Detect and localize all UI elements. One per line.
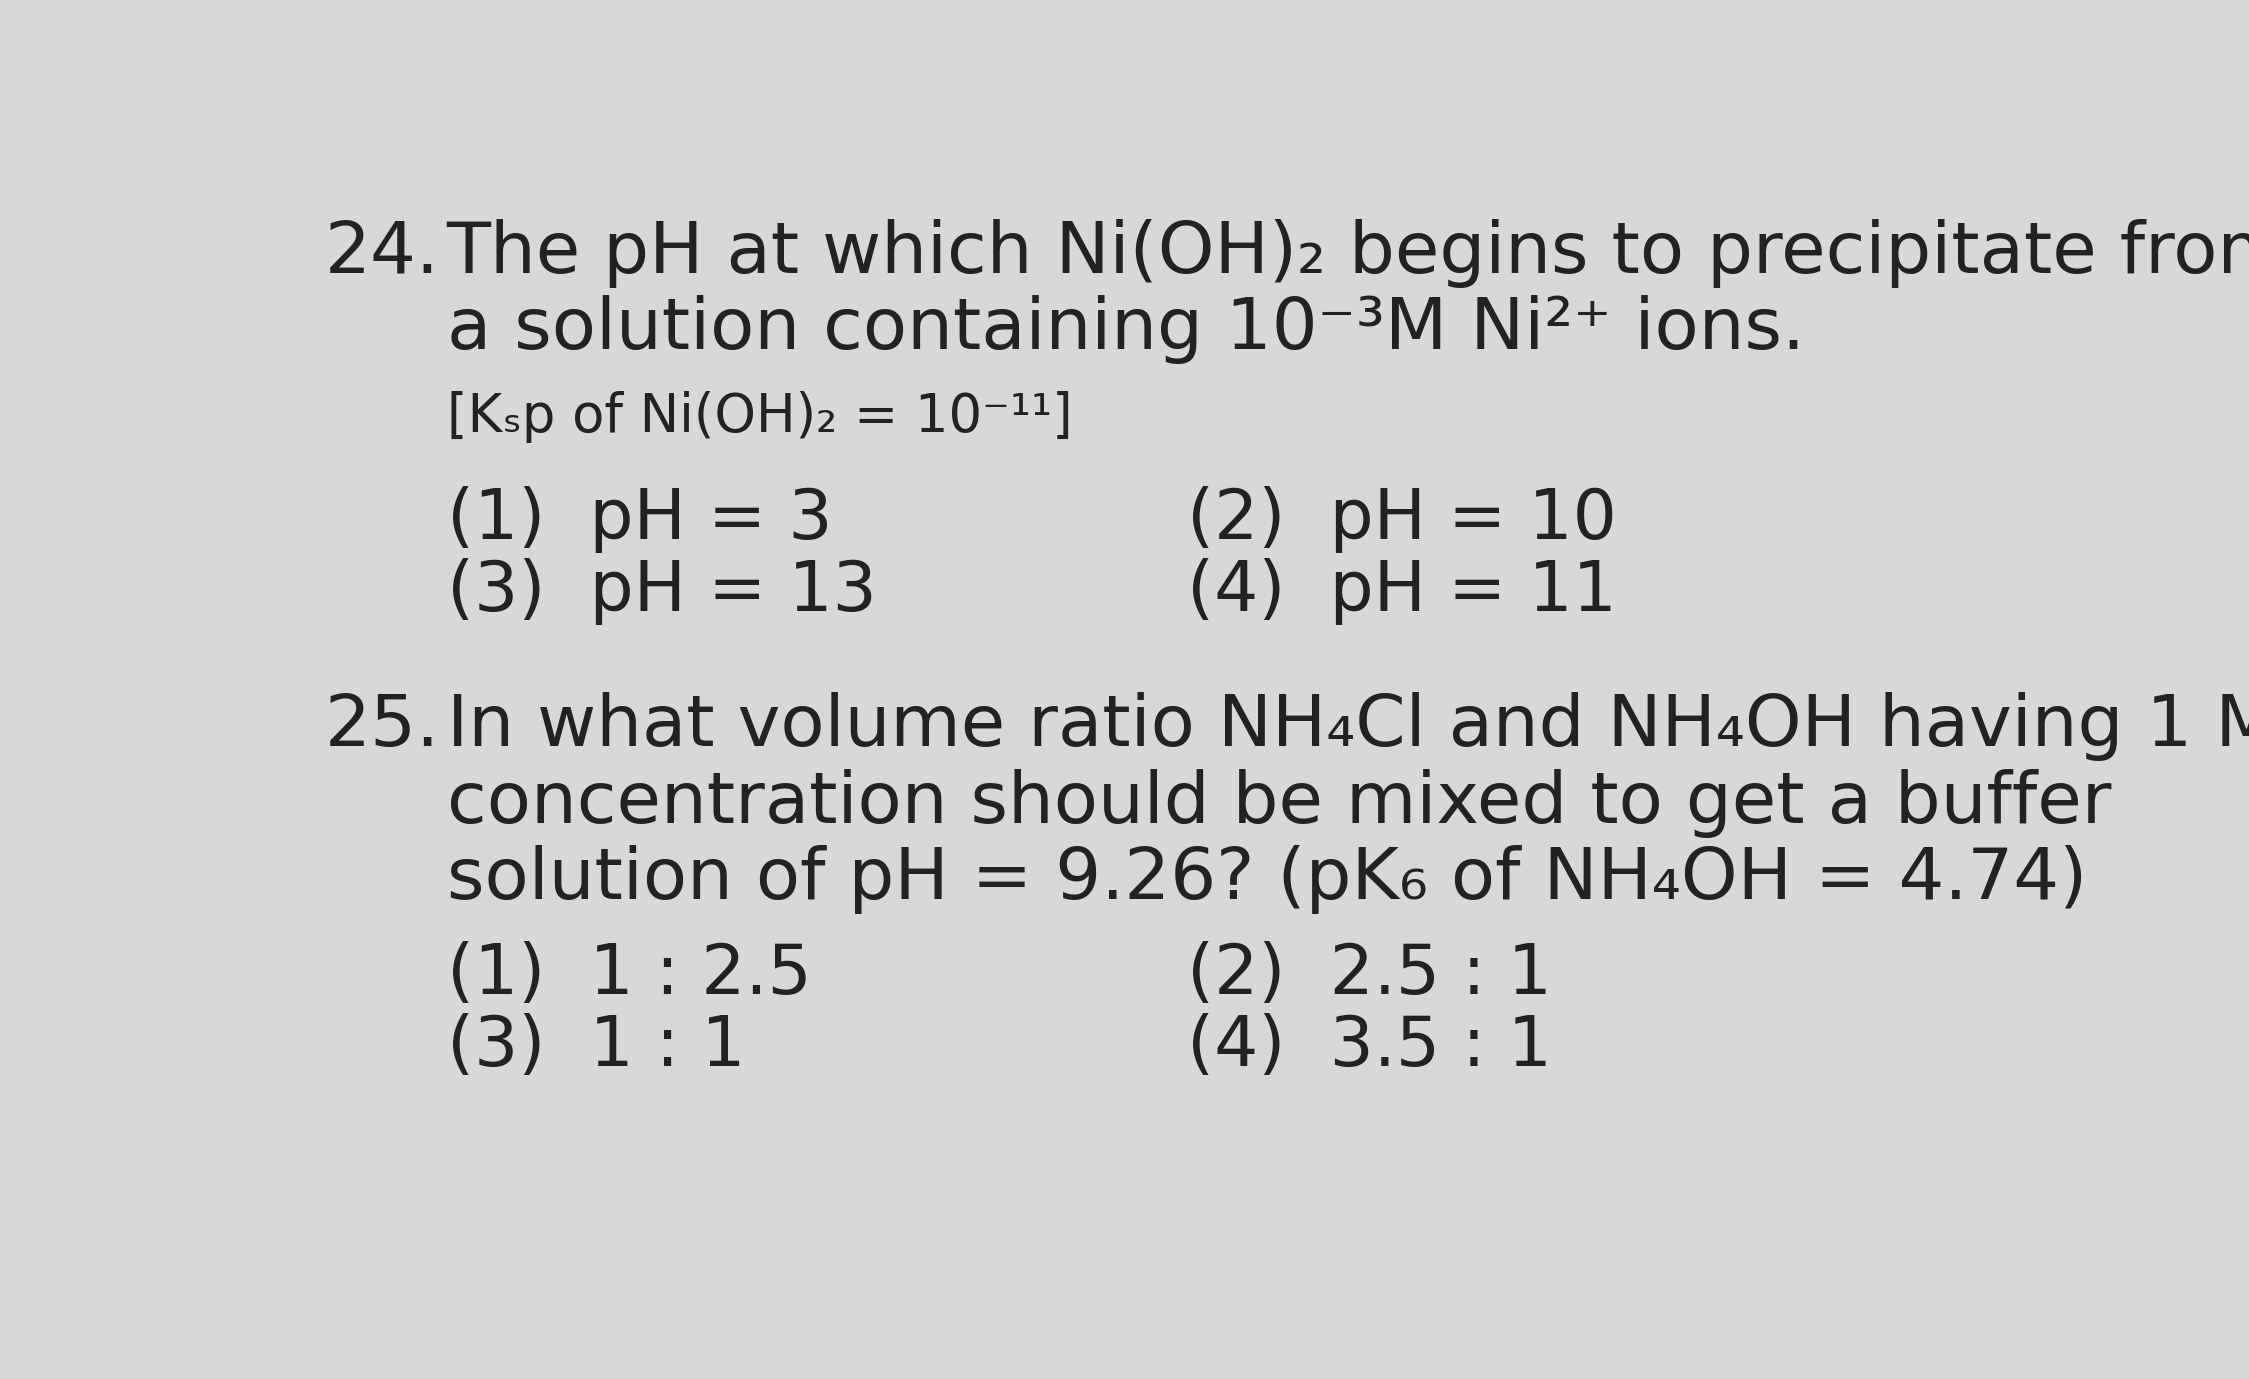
Text: solution of pH = 9.26? (pK₆ of NH₄OH = 4.74): solution of pH = 9.26? (pK₆ of NH₄OH = 4… bbox=[448, 845, 2087, 914]
Text: (1)  1 : 2.5: (1) 1 : 2.5 bbox=[448, 940, 812, 1008]
Text: a solution containing 10⁻³M Ni²⁺ ions.: a solution containing 10⁻³M Ni²⁺ ions. bbox=[448, 295, 1804, 364]
Text: (4)  3.5 : 1: (4) 3.5 : 1 bbox=[1187, 1012, 1552, 1080]
Text: (3)  1 : 1: (3) 1 : 1 bbox=[448, 1012, 744, 1080]
Text: concentration should be mixed to get a buffer: concentration should be mixed to get a b… bbox=[448, 768, 2112, 837]
Text: (4)  pH = 11: (4) pH = 11 bbox=[1187, 558, 1617, 625]
Text: 25.: 25. bbox=[324, 692, 441, 761]
Text: (3)  pH = 13: (3) pH = 13 bbox=[448, 558, 877, 625]
Text: (1)  pH = 3: (1) pH = 3 bbox=[448, 487, 832, 553]
Text: (2)  pH = 10: (2) pH = 10 bbox=[1187, 487, 1617, 553]
Text: (2)  2.5 : 1: (2) 2.5 : 1 bbox=[1187, 940, 1552, 1008]
Text: In what volume ratio NH₄Cl and NH₄OH having 1 M: In what volume ratio NH₄Cl and NH₄OH hav… bbox=[448, 692, 2249, 761]
Text: [Kₛp of Ni(OH)₂ = 10⁻¹¹]: [Kₛp of Ni(OH)₂ = 10⁻¹¹] bbox=[448, 390, 1073, 443]
Text: 24.: 24. bbox=[324, 218, 439, 288]
Text: The pH at which Ni(OH)₂ begins to precipitate from: The pH at which Ni(OH)₂ begins to precip… bbox=[448, 218, 2249, 288]
